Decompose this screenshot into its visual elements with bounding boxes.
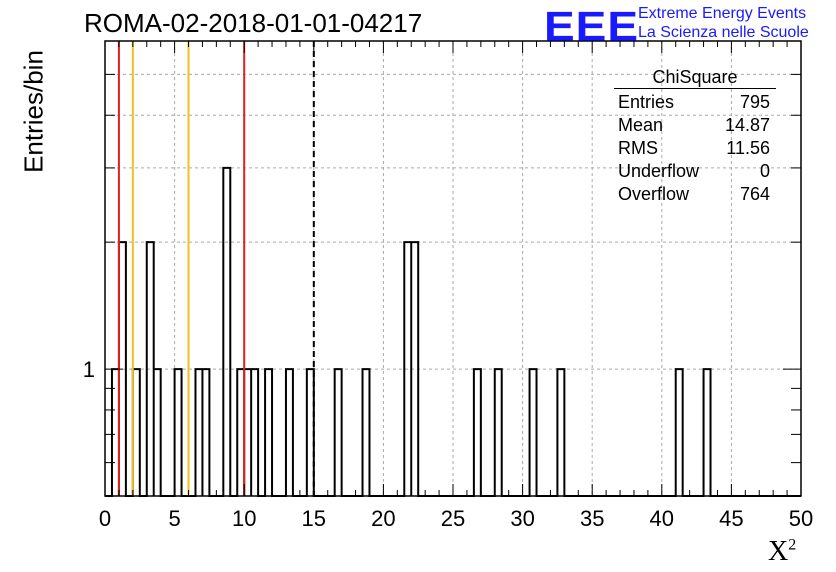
x-tick-label: 45 (719, 506, 743, 531)
stats-row-mean: Mean 14.87 (610, 114, 780, 137)
histogram-bin (474, 369, 481, 496)
histogram-bin (133, 369, 140, 496)
x-axis-label-base: X (768, 536, 789, 567)
histogram-bin (237, 369, 244, 496)
y-tick-label: 1 (83, 357, 95, 382)
stats-label: Overflow (618, 184, 690, 204)
stats-value: 11.56 (726, 138, 770, 158)
stats-label: RMS (618, 138, 658, 158)
histogram-bin (223, 168, 230, 496)
x-tick-label: 15 (302, 506, 326, 531)
stats-box: ChiSquare Entries 795 Mean 14.87 RMS 11.56 … (610, 66, 780, 206)
histogram-bin (335, 369, 342, 496)
histogram-bin (251, 369, 258, 496)
stats-value: 14.87 (724, 115, 770, 135)
histogram-bin (495, 369, 502, 496)
histogram-bin (530, 369, 537, 496)
x-tick-label: 25 (441, 506, 465, 531)
tick-labels: 0 5 10 15 20 25 30 35 40 45 50 1 (83, 357, 813, 531)
histogram-bin (175, 369, 182, 496)
x-tick-label: 35 (580, 506, 604, 531)
x-tick-label: 0 (99, 506, 111, 531)
histogram-bin (676, 369, 683, 496)
chart-title: ROMA-02-2018-01-01-04217 (84, 8, 423, 38)
stats-label: Entries (618, 92, 675, 112)
stats-row-entries: Entries 795 (610, 91, 780, 114)
histogram-bin (154, 369, 161, 496)
logo-line-1: Extreme Energy Events (638, 5, 807, 22)
histogram-bin (244, 369, 251, 496)
histogram-bin (557, 369, 564, 496)
histogram-bin (307, 369, 314, 496)
stats-row-underflow: Underflow 0 (610, 160, 780, 183)
logo-line-2: La Scienza nelle Scuole (638, 24, 809, 41)
stats-title: ChiSquare (614, 66, 776, 89)
histogram-bin (704, 369, 711, 496)
x-axis-label: X2 (768, 536, 796, 568)
histogram-bin (195, 369, 202, 496)
stats-value: 795 (739, 92, 770, 112)
stats-value: 764 (739, 184, 770, 204)
stats-row-rms: RMS 11.56 (610, 137, 780, 160)
histogram-bin (202, 369, 209, 496)
x-tick-label: 5 (168, 506, 180, 531)
reference-lines (117, 41, 315, 496)
x-axis-label-superscript: 2 (788, 536, 797, 554)
axes-frame (104, 40, 802, 497)
eee-logo: EEE (544, 2, 640, 50)
histogram-bin (363, 369, 370, 496)
histogram-bin (265, 369, 272, 496)
x-tick-label: 40 (650, 506, 674, 531)
stats-row-overflow: Overflow 764 (610, 183, 780, 206)
stats-label: Mean (618, 115, 664, 135)
x-tick-label: 10 (232, 506, 256, 531)
stats-label: Underflow (618, 161, 700, 181)
histogram-bin (286, 369, 293, 496)
x-tick-label: 20 (371, 506, 395, 531)
x-tick-label: 30 (510, 506, 534, 531)
x-tick-label: 50 (789, 506, 813, 531)
y-axis-label: Entries/bin (18, 50, 49, 173)
stats-value: 0 (759, 161, 770, 181)
